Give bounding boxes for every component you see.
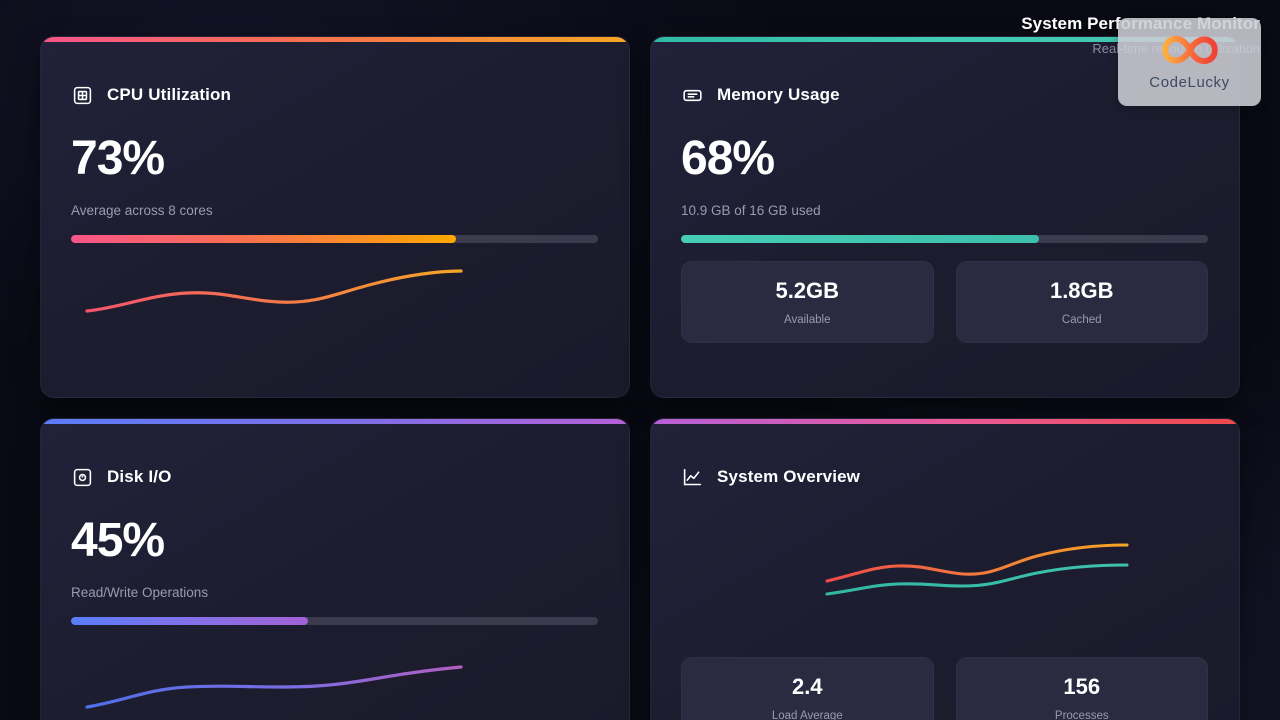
watermark-label: CodeLucky bbox=[1149, 74, 1230, 91]
substat-load-average: 2.4 Load Average bbox=[681, 657, 934, 720]
card-accent-bar-disk bbox=[41, 419, 629, 424]
metric-label-cpu: Average across 8 cores bbox=[71, 203, 213, 218]
card-title-overview: System Overview bbox=[717, 467, 861, 486]
infinity-logo-icon bbox=[1157, 33, 1223, 72]
card-header-memory: Memory Usage bbox=[681, 84, 1209, 106]
card-accent-bar-memory bbox=[651, 37, 1239, 42]
sparkline-cpu bbox=[71, 263, 598, 349]
substat-processes: 156 Processes bbox=[955, 657, 1208, 720]
progress-track-cpu bbox=[71, 235, 598, 243]
substat-value-processes: 156 bbox=[1063, 674, 1101, 699]
codelucky-watermark: CodeLucky bbox=[1118, 18, 1261, 106]
card-cpu-utilization[interactable]: CPU Utilization 73% Average across 8 cor… bbox=[40, 36, 630, 398]
substat-label-load-average: Load Average bbox=[771, 710, 843, 720]
card-disk-io[interactable]: Disk I/O 45% Read/Write Operations bbox=[40, 418, 630, 720]
substat-value-cached: 1.8GB bbox=[1049, 278, 1114, 303]
card-title-disk: Disk I/O bbox=[107, 467, 172, 486]
metric-value-disk: 45% bbox=[71, 514, 165, 567]
memory-stick-icon bbox=[681, 84, 703, 106]
card-header-disk: Disk I/O bbox=[71, 466, 599, 488]
substat-label-available: Available bbox=[784, 314, 831, 326]
card-title-cpu: CPU Utilization bbox=[107, 85, 232, 104]
metric-value-cpu: 73% bbox=[71, 132, 165, 185]
cpu-chip-icon bbox=[71, 84, 93, 106]
substats-memory: 5.2GB Available 1.8GB Cached bbox=[681, 261, 1208, 343]
card-title-memory: Memory Usage bbox=[717, 85, 840, 104]
metric-value-memory: 68% bbox=[681, 132, 775, 185]
card-header-cpu: CPU Utilization bbox=[71, 84, 599, 106]
progress-track-disk bbox=[71, 617, 598, 625]
substat-available: 5.2GB Available bbox=[681, 261, 934, 343]
substats-overview: 2.4 Load Average 156 Processes bbox=[681, 657, 1208, 720]
substat-value-load-average: 2.4 bbox=[791, 674, 823, 699]
progress-fill-disk bbox=[71, 617, 309, 625]
sparkline-overview bbox=[681, 534, 1208, 624]
card-accent-bar-cpu bbox=[41, 37, 629, 42]
card-header-overview: System Overview bbox=[681, 466, 1209, 488]
metric-label-disk: Read/Write Operations bbox=[71, 585, 209, 600]
metric-label-memory: 10.9 GB of 16 GB used bbox=[681, 203, 821, 218]
disk-drive-icon bbox=[71, 466, 93, 488]
sparkline-disk bbox=[71, 645, 598, 720]
line-chart-icon bbox=[681, 466, 703, 488]
progress-fill-cpu bbox=[71, 235, 456, 243]
substat-label-cached: Cached bbox=[1061, 314, 1102, 326]
substat-value-available: 5.2GB bbox=[775, 278, 840, 303]
progress-track-memory bbox=[681, 235, 1208, 243]
card-accent-bar-overview bbox=[651, 419, 1239, 424]
progress-fill-memory bbox=[681, 235, 1040, 243]
metrics-grid: CPU Utilization 73% Average across 8 cor… bbox=[40, 36, 1240, 720]
substat-label-processes: Processes bbox=[1054, 710, 1109, 720]
card-system-overview[interactable]: System Overview bbox=[650, 418, 1240, 720]
substat-cached: 1.8GB Cached bbox=[955, 261, 1208, 343]
